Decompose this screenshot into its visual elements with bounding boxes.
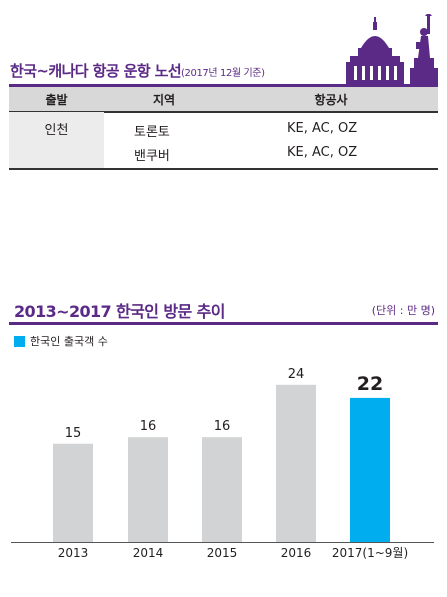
region-vancouver: 밴쿠버 (134, 149, 170, 164)
origin-value: 인천 (44, 123, 69, 138)
data-label-2014: 16 (140, 419, 157, 434)
data-label-2016: 24 (288, 367, 305, 382)
route-title-text: 한국~캐나다 항공 운항 노선 (10, 62, 182, 80)
data-label-2015: 16 (214, 419, 231, 434)
airlines-toronto: KE, AC, OZ (287, 121, 358, 136)
header-origin: 출발 (45, 93, 68, 107)
legend-label: 한국인 출국객 수 (30, 335, 108, 348)
header-region: 지역 (152, 93, 176, 107)
data-label-2017(1~9월): 22 (357, 373, 383, 395)
region-toronto: 토론토 (134, 125, 170, 140)
chart-title-rule (9, 322, 438, 325)
x-tick-2017(1~9월): 2017(1~9월) (332, 546, 408, 560)
chart-title: 2013~2017 한국인 방문 추이 (14, 302, 225, 321)
chart-unit-label: (단위 : 만 명) (371, 304, 435, 317)
x-tick-2014: 2014 (133, 546, 164, 560)
route-table-title: 한국~캐나다 항공 운항 노선(2017년 12월 기준) (10, 60, 265, 81)
legend-swatch (14, 336, 25, 347)
capitol-statue-skyline-icon (346, 14, 438, 84)
bar-2015 (202, 437, 242, 542)
origin-cell (9, 112, 104, 168)
header-bottom-rule (9, 111, 438, 113)
bar-2017(1~9월) (350, 397, 390, 542)
table-bottom-rule (9, 168, 438, 170)
airlines-vancouver: KE, AC, OZ (287, 145, 358, 160)
x-tick-2015: 2015 (207, 546, 238, 560)
x-tick-2016: 2016 (281, 546, 312, 560)
route-title-subtitle: (2017년 12월 기준) (181, 68, 265, 79)
header-airline: 항공사 (314, 93, 348, 107)
table-top-rule (9, 84, 438, 87)
bar-2013 (53, 443, 93, 542)
bar-2016 (276, 384, 316, 542)
bar-2014 (128, 437, 168, 542)
data-label-2013: 15 (65, 426, 82, 441)
x-tick-2013: 2013 (58, 546, 89, 560)
route-table-header (9, 87, 438, 111)
